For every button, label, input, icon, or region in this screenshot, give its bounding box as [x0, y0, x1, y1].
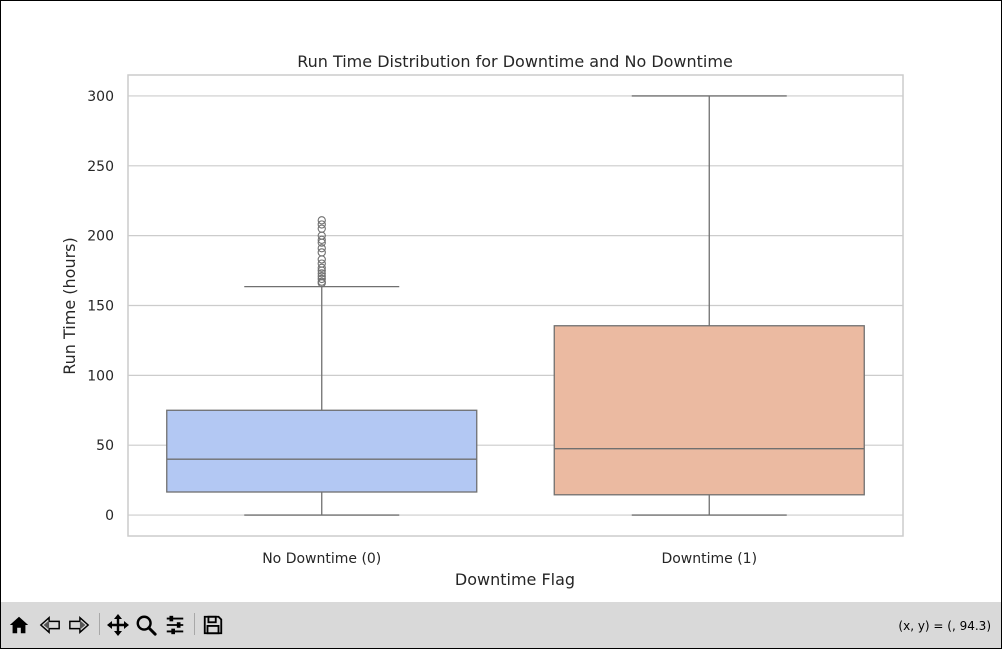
y-tick-label: 50	[96, 438, 114, 454]
outlier-point	[317, 259, 326, 268]
x-axis-label: Downtime Flag	[455, 570, 575, 589]
chart-title: Run Time Distribution for Downtime and N…	[297, 52, 733, 71]
configure-icon[interactable]	[161, 611, 189, 639]
y-tick-label: 250	[87, 159, 114, 175]
back-icon[interactable]	[36, 611, 64, 639]
outlier-point	[317, 263, 326, 272]
y-tick-label: 300	[87, 89, 114, 105]
boxes	[166, 95, 865, 516]
outlier-point	[317, 216, 326, 225]
toolbar-separator	[99, 613, 100, 635]
y-tick-label: 150	[87, 299, 114, 315]
forward-icon[interactable]	[65, 611, 93, 639]
pan-icon[interactable]	[104, 611, 132, 639]
ticks: 0 50 100 150 200 250 300 No Downtime (0) Downtim…	[87, 89, 757, 567]
navigation-toolbar: (x, y) = (, 94.3)	[1, 602, 1001, 648]
outlier-point	[317, 248, 326, 257]
box-iqr	[166, 409, 478, 493]
chart: 0 50 100 150 200 250 300 No Downtime (0) Downtim…	[60, 52, 904, 589]
outlier-point	[317, 244, 326, 253]
zoom-icon[interactable]	[132, 611, 160, 639]
outlier-point	[317, 277, 326, 286]
outlier-point	[317, 269, 326, 278]
y-tick-label: 0	[105, 508, 114, 524]
box-group	[166, 216, 478, 516]
outlier-point	[317, 274, 326, 284]
home-icon[interactable]	[5, 611, 33, 639]
save-icon[interactable]	[199, 611, 227, 639]
box-group	[553, 95, 865, 516]
y-tick-label: 200	[87, 229, 114, 245]
y-axis-label: Run Time (hours)	[60, 237, 79, 374]
y-tick-label: 100	[87, 368, 114, 384]
outlier-point	[317, 235, 326, 244]
toolbar-separator	[194, 613, 195, 635]
outlier-point	[317, 224, 326, 233]
coordinate-readout: (x, y) = (, 94.3)	[898, 619, 991, 633]
x-tick-label: Downtime (1)	[661, 551, 757, 567]
outlier-point	[317, 220, 326, 229]
x-tick-label: No Downtime (0)	[262, 551, 381, 567]
outlier-point	[317, 272, 326, 281]
box-iqr	[553, 325, 865, 496]
